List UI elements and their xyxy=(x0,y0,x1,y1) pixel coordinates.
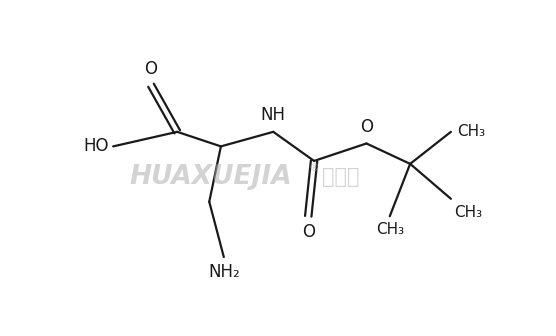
Text: NH₂: NH₂ xyxy=(208,263,240,281)
Text: CH₃: CH₃ xyxy=(456,124,485,139)
Text: HO: HO xyxy=(83,137,108,155)
Text: O: O xyxy=(302,223,315,241)
Text: O: O xyxy=(145,60,157,78)
Text: 化学加: 化学加 xyxy=(321,167,359,187)
Text: CH₃: CH₃ xyxy=(376,222,404,237)
Text: CH₃: CH₃ xyxy=(454,205,482,220)
Text: O: O xyxy=(360,119,373,136)
Text: HUAXUEJIA: HUAXUEJIA xyxy=(130,164,292,190)
Text: NH: NH xyxy=(261,106,286,124)
Text: ®: ® xyxy=(309,163,320,173)
